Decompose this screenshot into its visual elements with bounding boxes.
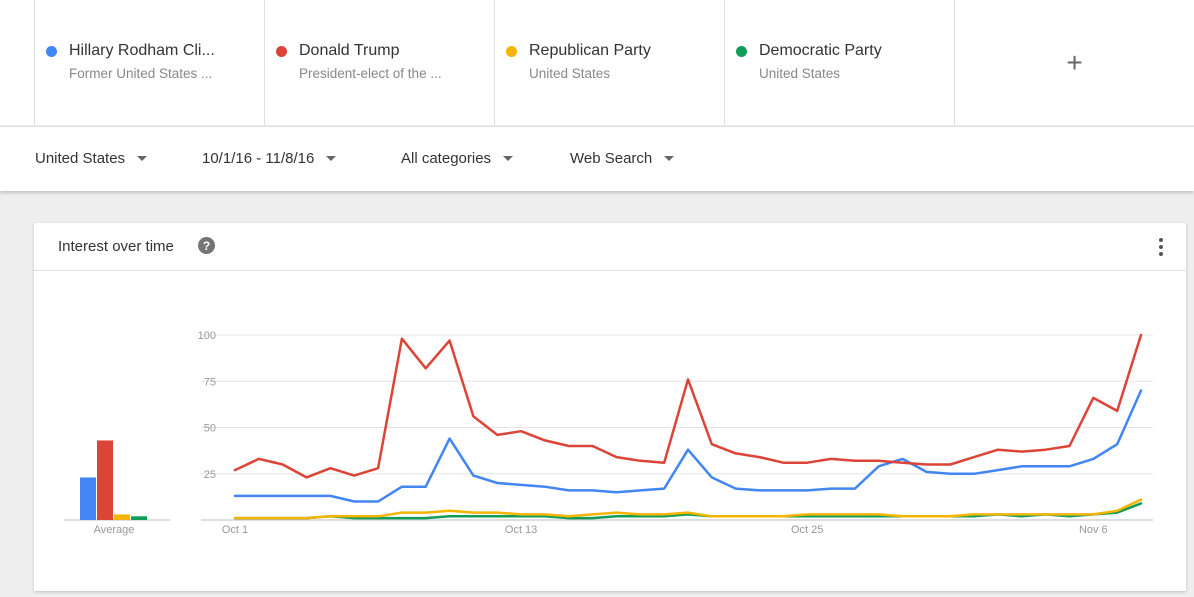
- dropdown-caret-icon: [664, 156, 675, 161]
- category-filter-label: All categories: [401, 150, 492, 167]
- terms-left-spacer: [0, 0, 35, 125]
- interest-over-time-card: Interest over time ? 25 50 75 100 Oct 1 Oct 1…: [34, 223, 1186, 591]
- region-filter-label: United States: [35, 150, 126, 167]
- average-bar: [97, 440, 113, 520]
- average-bar: [80, 477, 96, 520]
- series-line-republican-party: [233, 498, 1143, 520]
- date-range-label: 10/1/16 - 11/8/16: [202, 150, 315, 167]
- average-label: Average: [94, 524, 135, 536]
- interest-over-time-chart: 25 50 75 100 Oct 1 Oct 13 Oct 25 Nov 6 Average: [64, 330, 1153, 536]
- term-hillary[interactable]: Hillary Rodham Cli... Former United Stat…: [35, 0, 265, 125]
- search-type-label: Web Search: [570, 150, 653, 167]
- term-subtitle: United States: [759, 66, 841, 81]
- region-filter-dropdown[interactable]: United States: [35, 150, 148, 167]
- search-type-filter-dropdown[interactable]: Web Search: [570, 150, 675, 167]
- category-filter-dropdown[interactable]: All categories: [401, 150, 514, 167]
- x-tick-label: Oct 1: [222, 524, 248, 536]
- x-tick-label: Oct 13: [505, 524, 537, 536]
- series-color-dot: [736, 46, 747, 57]
- average-bar: [131, 516, 147, 520]
- term-subtitle: United States: [529, 66, 611, 81]
- series-line-hillary-rodham-cli: [233, 389, 1143, 503]
- series-color-dot: [276, 46, 287, 57]
- y-tick-label: 75: [204, 376, 216, 388]
- x-tick-label: Oct 25: [791, 524, 823, 536]
- term-name: Hillary Rodham Cli...: [69, 42, 215, 59]
- x-tick-label: Nov 6: [1079, 524, 1108, 536]
- search-terms-bar: Hillary Rodham Cli... Former United Stat…: [0, 0, 1194, 125]
- term-name: Donald Trump: [299, 42, 400, 59]
- dropdown-caret-icon: [326, 156, 337, 161]
- filters-bar: United States 10/1/16 - 11/8/16 All cate…: [0, 126, 1194, 191]
- term-subtitle: Former United States ...: [69, 66, 213, 81]
- y-tick-label: 50: [204, 423, 216, 435]
- series-color-dot: [506, 46, 517, 57]
- y-tick-label: 100: [198, 330, 216, 342]
- series-line-donald-trump: [233, 333, 1143, 479]
- date-range-filter-dropdown[interactable]: 10/1/16 - 11/8/16: [202, 150, 337, 167]
- plus-icon: +: [1066, 46, 1083, 78]
- card-title: Interest over time: [58, 238, 174, 255]
- help-icon[interactable]: ?: [198, 237, 215, 254]
- more-options-icon[interactable]: [1158, 238, 1164, 256]
- term-republican-party[interactable]: Republican Party United States: [495, 0, 725, 125]
- term-trump[interactable]: Donald Trump President-elect of the ...: [265, 0, 495, 125]
- term-democratic-party[interactable]: Democratic Party United States: [725, 0, 955, 125]
- average-bar: [114, 514, 130, 520]
- term-name: Republican Party: [529, 42, 651, 59]
- term-name: Democratic Party: [759, 42, 882, 59]
- y-tick-label: 25: [204, 469, 216, 481]
- dropdown-caret-icon: [137, 156, 148, 161]
- dropdown-caret-icon: [503, 156, 514, 161]
- card-header: Interest over time ?: [34, 223, 1186, 271]
- series-color-dot: [46, 46, 57, 57]
- term-subtitle: President-elect of the ...: [299, 66, 442, 81]
- add-term-button[interactable]: +: [955, 0, 1194, 125]
